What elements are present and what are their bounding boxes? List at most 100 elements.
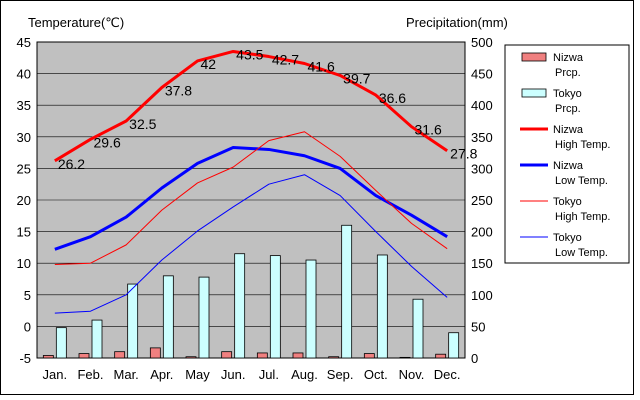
y-tick-label-right: 400 <box>471 98 493 113</box>
nizwa-prcp-bar <box>399 356 411 359</box>
x-tick-label: Sep. <box>327 367 354 382</box>
right-axis-title: Precipitation(mm) <box>406 15 508 30</box>
y-tick-label-left: 45 <box>17 35 31 50</box>
y-tick-label-left: 15 <box>17 225 31 240</box>
tokyo-prcp-bar <box>127 283 139 359</box>
data-label: 29.6 <box>94 134 121 150</box>
data-label: 42.7 <box>272 52 299 68</box>
legend-nizwa-prcp-label: Nizwa <box>553 52 584 64</box>
legend-tokyo-low-sublabel: Low Temp. <box>555 247 608 259</box>
data-label: 42 <box>201 56 217 72</box>
x-tick-label: Feb. <box>77 367 103 382</box>
nizwa-prcp-bar <box>221 351 233 359</box>
data-label: 27.8 <box>450 146 477 162</box>
y-tick-label-right: 100 <box>471 288 493 303</box>
x-tick-label: Jul. <box>259 367 279 382</box>
data-label: 26.2 <box>58 156 85 172</box>
y-tick-label-left: 10 <box>17 256 31 271</box>
bars-layer <box>42 224 460 359</box>
y-tick-label-right: 0 <box>471 351 478 366</box>
y-tick-label-right: 250 <box>471 193 493 208</box>
y-tick-label-left: 35 <box>17 98 31 113</box>
x-tick-label: Apr. <box>150 367 173 382</box>
tokyo-prcp-bar <box>269 255 281 359</box>
nizwa-prcp-bar <box>363 353 375 359</box>
tokyo-prcp-bar <box>162 275 174 359</box>
tokyo-prcp-bar <box>198 276 210 359</box>
y-tick-label-left: 0 <box>24 319 31 334</box>
nizwa-prcp-bar <box>185 356 197 359</box>
x-tick-label: Nov. <box>399 367 425 382</box>
legend: Nizwa Prcp. Tokyo Prcp. Nizwa High Temp. Nizwa… <box>504 44 630 264</box>
data-label: 41.6 <box>308 58 335 74</box>
legend-tokyo-prcp-swatch <box>521 88 547 98</box>
x-tick-label: Mar. <box>114 367 139 382</box>
nizwa-prcp-bar <box>328 356 340 359</box>
lines-layer <box>54 49 449 314</box>
nizwa-prcp-bar <box>435 353 447 359</box>
data-label: 37.8 <box>165 83 192 99</box>
x-tick-label: May <box>185 367 210 382</box>
nizwa-prcp-bar <box>149 347 161 359</box>
data-label: 31.6 <box>415 122 442 138</box>
tokyo-prcp-bar <box>448 332 460 359</box>
legend-tokyo-low-label: Tokyo <box>553 232 582 244</box>
x-tick-label: Jan. <box>43 367 68 382</box>
x-tick-label: Aug. <box>291 367 318 382</box>
nizwa-prcp-bar <box>78 353 90 359</box>
tokyo-prcp-bar <box>234 253 246 359</box>
legend-nizwa-prcp-swatch <box>521 52 547 62</box>
y-tick-label-left: 20 <box>17 193 31 208</box>
y-tick-label-right: 450 <box>471 67 493 82</box>
legend-box <box>504 44 630 264</box>
y-tick-label-left: 30 <box>17 130 31 145</box>
data-label: 36.6 <box>379 90 406 106</box>
nizwa-prcp-bar <box>292 352 304 359</box>
nizwa-low-line <box>54 146 448 251</box>
tokyo-prcp-bar <box>412 298 424 359</box>
y-tick-label-left: 5 <box>24 288 31 303</box>
y-tick-label-left: 25 <box>17 161 31 176</box>
tokyo-high-line <box>54 131 448 265</box>
legend-nizwa-low-sublabel: Low Temp. <box>555 175 608 187</box>
data-label: 39.7 <box>343 70 370 86</box>
left-axis: 45 40 35 30 25 20 15 10 5 0 -5 <box>17 35 31 366</box>
legend-tokyo-high-label: Tokyo <box>553 196 582 208</box>
data-label: 32.5 <box>129 116 156 132</box>
y-tick-label-left: 40 <box>17 67 31 82</box>
tokyo-prcp-bar <box>376 254 388 359</box>
nizwa-prcp-bar <box>256 352 268 359</box>
nizwa-prcp-bar <box>114 351 126 359</box>
y-tick-label-right: 500 <box>471 35 493 50</box>
x-axis: Jan. Feb. Mar. Apr. May Jun. Jul. Aug. Sep. Oct. N… <box>43 367 461 382</box>
nizwa-high-line <box>54 49 449 163</box>
y-tick-label-right: 200 <box>471 225 493 240</box>
y-tick-label-right: 300 <box>471 161 493 176</box>
tokyo-prcp-bar <box>341 224 353 359</box>
y-tick-label-left: -5 <box>19 351 31 366</box>
data-label: 43.5 <box>236 46 263 62</box>
data-labels: 26.2 29.6 32.5 37.8 42 43.5 42.7 41.6 39.7 36.6 31… <box>58 46 478 171</box>
x-tick-label: Dec. <box>434 367 461 382</box>
legend-nizwa-low-label: Nizwa <box>553 160 584 172</box>
tokyo-prcp-bar <box>55 327 67 359</box>
y-tick-label-right: 350 <box>471 130 493 145</box>
legend-nizwa-prcp-sublabel: Prcp. <box>555 67 581 79</box>
legend-nizwa-high-sublabel: High Temp. <box>555 139 610 151</box>
x-tick-label: Oct. <box>364 367 388 382</box>
legend-nizwa-high-label: Nizwa <box>553 124 584 136</box>
y-tick-label-right: 150 <box>471 256 493 271</box>
tokyo-prcp-bar <box>305 259 317 359</box>
left-axis-title: Temperature(℃) <box>28 15 124 30</box>
legend-tokyo-prcp-sublabel: Prcp. <box>555 103 581 115</box>
tokyo-low-line <box>54 174 448 314</box>
y-tick-label-right: 50 <box>471 319 485 334</box>
legend-tokyo-high-sublabel: High Temp. <box>555 211 610 223</box>
x-tick-label: Jun. <box>221 367 246 382</box>
tokyo-prcp-bar <box>91 319 103 359</box>
nizwa-prcp-bar <box>42 355 54 359</box>
grid-lines <box>37 73 465 327</box>
legend-tokyo-prcp-label: Tokyo <box>553 88 582 100</box>
